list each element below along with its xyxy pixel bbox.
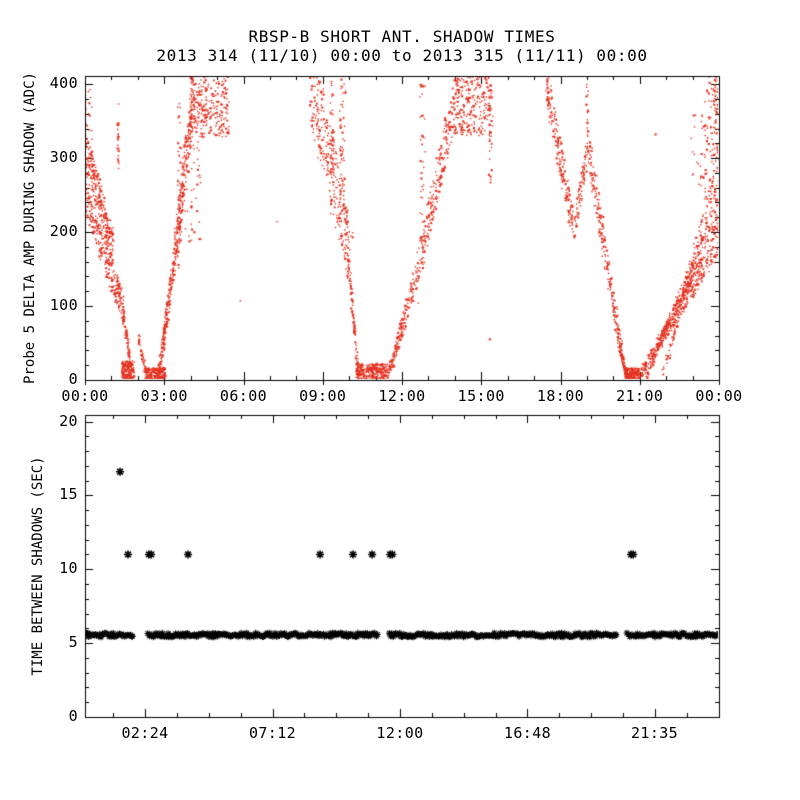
y-tick-label: 0	[68, 707, 78, 725]
x-tick-label: 12:00	[376, 724, 424, 742]
x-tick-label: 09:00	[299, 387, 347, 405]
chart-subtitle: 2013 314 (11/10) 00:00 to 2013 315 (11/1…	[156, 46, 648, 65]
y-tick-label: 100	[49, 296, 78, 315]
y-tick-label: 5	[68, 633, 78, 652]
y-tick-label: 10	[59, 559, 78, 578]
x-tick-label: 18:00	[536, 387, 585, 405]
x-tick-label: 12:00	[378, 387, 426, 405]
y-tick-label: 400	[49, 74, 78, 93]
y-tick-label: 300	[49, 148, 78, 167]
x-tick-label: 00:00	[61, 387, 109, 405]
x-tick-label: 06:00	[219, 387, 268, 405]
x-tick-label: 07:12	[248, 724, 297, 742]
x-tick-label: 02:24	[121, 724, 169, 742]
y-tick-label: 0	[68, 370, 78, 388]
x-tick-label: 21:00	[616, 387, 664, 405]
x-tick-label: 21:35	[630, 724, 679, 742]
chart-title: RBSP-B SHORT ANT. SHADOW TIMES	[248, 27, 556, 46]
x-tick-label: 00:00	[695, 387, 743, 405]
x-tick-label: 16:48	[503, 724, 552, 742]
y-tick-label: 20	[59, 411, 78, 430]
x-tick-label: 15:00	[457, 387, 505, 405]
x-tick-label: 03:00	[140, 387, 188, 405]
y-tick-label: 15	[59, 485, 78, 504]
y-tick-label: 200	[49, 222, 78, 241]
